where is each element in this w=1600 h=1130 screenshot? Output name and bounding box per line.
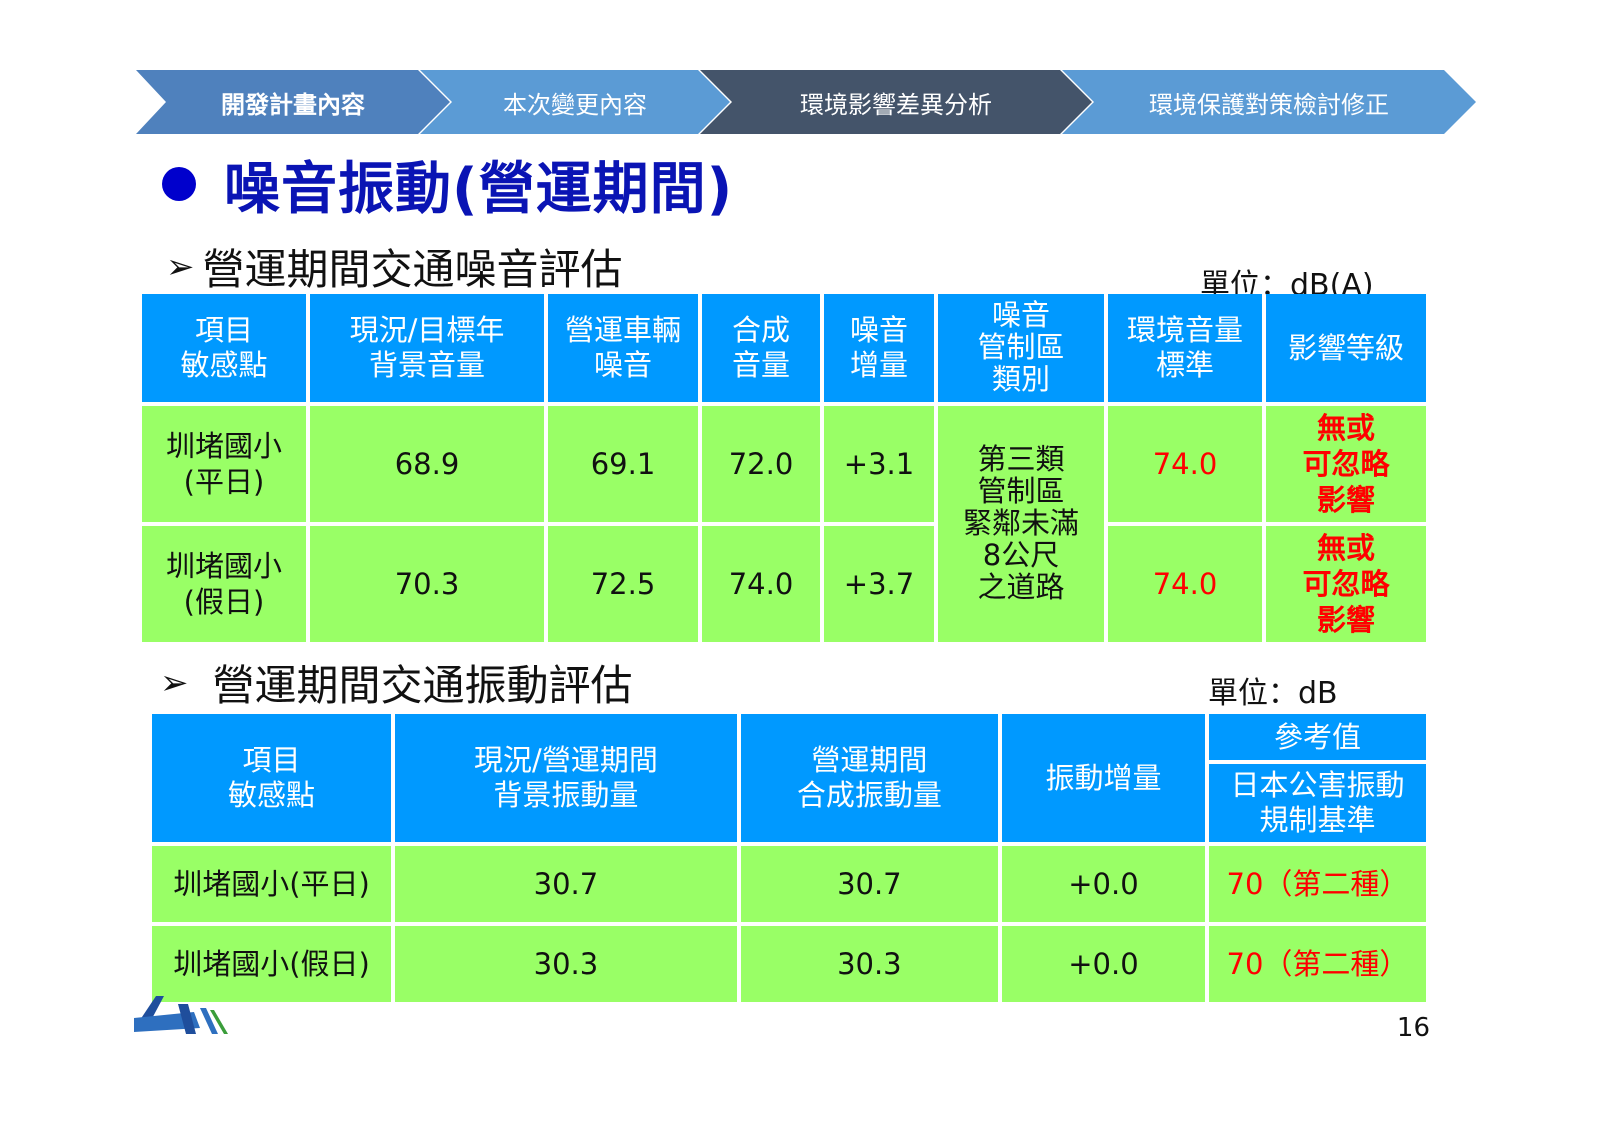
nav-step-impact-analysis[interactable]: 環境影響差異分析 xyxy=(700,70,1092,134)
cell-standard: 74.0 xyxy=(1108,526,1262,642)
header-point: 項目 敏感點 xyxy=(142,294,306,402)
page-number: 16 xyxy=(1396,1013,1430,1043)
header-vehicle-noise: 營運車輛 噪音 xyxy=(548,294,698,402)
header-impact-level: 影響等級 xyxy=(1266,294,1426,402)
cell-point: 圳堵國小(假日) xyxy=(142,526,306,642)
vibration-unit-label: 單位：dB xyxy=(1208,676,1338,711)
page-title: 噪音振動(營運期間) xyxy=(162,148,733,222)
header-combined-level: 合成 音量 xyxy=(702,294,820,402)
cell-standard: 70（第二種） xyxy=(1208,846,1426,922)
cell-background: 30.3 xyxy=(395,926,737,1002)
nav-step-development-plan[interactable]: 開發計畫內容 xyxy=(136,70,450,134)
cell-increase: +3.7 xyxy=(824,526,934,642)
header-reference: 參考值 xyxy=(1208,714,1426,760)
cell-standard: 74.0 xyxy=(1108,406,1262,522)
table-row: 圳堵國小 (平日) 68.9 69.1 72.0 +3.1 第三類 管制區 緊鄰未… xyxy=(142,406,1426,642)
noise-heading-text: 營運期間交通噪音評估 xyxy=(202,245,623,294)
table-row: 圳堵國小(平日) 30.7 30.7 +0.0 70（第二種） xyxy=(152,846,1426,922)
header-point: 項目 敏感點 xyxy=(152,714,392,842)
vibration-assessment-table: 項目 敏感點 現況/營運期間 背景振動量 營運期間 合成振動量 振動增量 參考值 日本… xyxy=(148,710,1430,1006)
cell-impact: 無或 可忽略 影響 xyxy=(1266,526,1426,642)
cell-impact: 無或 可忽略 影響 xyxy=(1266,406,1426,522)
header-vibration-increase: 振動增量 xyxy=(1001,714,1205,842)
bullet-dot-icon xyxy=(162,167,196,201)
cell-standard: 70（第二種） xyxy=(1208,926,1426,1002)
header-background-vibration: 現況/營運期間 背景振動量 xyxy=(395,714,737,842)
cell-background: 70.3 xyxy=(310,526,544,642)
header-standard: 環境音量 標準 xyxy=(1108,294,1262,402)
header-japan-standard: 日本公害振動 規制基準 xyxy=(1208,764,1426,842)
table-row: 圳堵國小 (假日) 70.3 72.5 74.0 +3.7 74.0 無或 可忽略影… xyxy=(142,526,1426,642)
page-title-text: 噪音振動(營運期間) xyxy=(224,156,734,222)
cell-increase: +0.0 xyxy=(1001,926,1205,1002)
nav-step-changes[interactable]: 本次變更內容 xyxy=(420,70,730,134)
cell-combined: 74.0 xyxy=(702,526,820,642)
vibration-heading-text: 營運期間交通振動評估 xyxy=(212,661,633,710)
vibration-section-heading: ➢ 營運期間交通振動評估 xyxy=(160,652,633,713)
header-control-zone: 噪音 管制區 類別 xyxy=(938,294,1104,402)
cell-background: 68.9 xyxy=(310,406,544,522)
header-noise-increase: 噪音 增量 xyxy=(824,294,934,402)
process-nav: 開發計畫內容 本次變更內容 環境影響差異分析 環境保護對策檢討修正 xyxy=(136,70,1476,134)
nav-step-mitigation-review[interactable]: 環境保護對策檢討修正 xyxy=(1062,70,1476,134)
cell-vehicle: 69.1 xyxy=(548,406,698,522)
cell-increase: +3.1 xyxy=(824,406,934,522)
arrow-bullet-icon: ➢ xyxy=(166,246,195,287)
nav-step-label: 開發計畫內容 xyxy=(221,90,365,119)
cell-background: 30.7 xyxy=(395,846,737,922)
header-background-level: 現況/目標年 背景音量 xyxy=(310,294,544,402)
header-combined-vibration: 營運期間 合成振動量 xyxy=(740,714,998,842)
cell-increase: +0.0 xyxy=(1001,846,1205,922)
arrow-bullet-icon: ➢ xyxy=(160,662,189,703)
noise-assessment-table: 項目 敏感點 現況/目標年 背景音量 營運車輛 噪音 合成 音量 噪音 增量 噪音 管制區類… xyxy=(138,290,1430,646)
table-row: 圳堵國小(假日) 30.3 30.3 +0.0 70（第二種） xyxy=(152,926,1426,1002)
nav-step-label: 本次變更內容 xyxy=(503,90,647,119)
noise-section-heading: ➢ 營運期間交通噪音評估 xyxy=(166,236,623,297)
cell-combined: 30.7 xyxy=(740,846,998,922)
company-logo-icon xyxy=(134,996,228,1034)
cell-vehicle: 72.5 xyxy=(548,526,698,642)
cell-point: 圳堵國小(平日) xyxy=(152,846,392,922)
nav-step-label: 環境保護對策檢討修正 xyxy=(1149,90,1389,119)
nav-step-label: 環境影響差異分析 xyxy=(800,90,992,119)
table-header-row: 項目 敏感點 現況/目標年 背景音量 營運車輛 噪音 合成 音量 噪音 增量 噪音 管制區類… xyxy=(142,294,1426,402)
cell-point: 圳堵國小(假日) xyxy=(152,926,392,1002)
table-header-row: 項目 敏感點 現況/營運期間 背景振動量 營運期間 合成振動量 振動增量 參考值 xyxy=(152,714,1426,842)
table-header-row: 日本公害振動 規制基準 xyxy=(152,764,1426,842)
cell-zone-category: 第三類 管制區 緊鄰未滿 8公尺 之道路 xyxy=(938,406,1104,642)
cell-combined: 72.0 xyxy=(702,406,820,522)
cell-point: 圳堵國小(平日) xyxy=(142,406,306,522)
cell-combined: 30.3 xyxy=(740,926,998,1002)
